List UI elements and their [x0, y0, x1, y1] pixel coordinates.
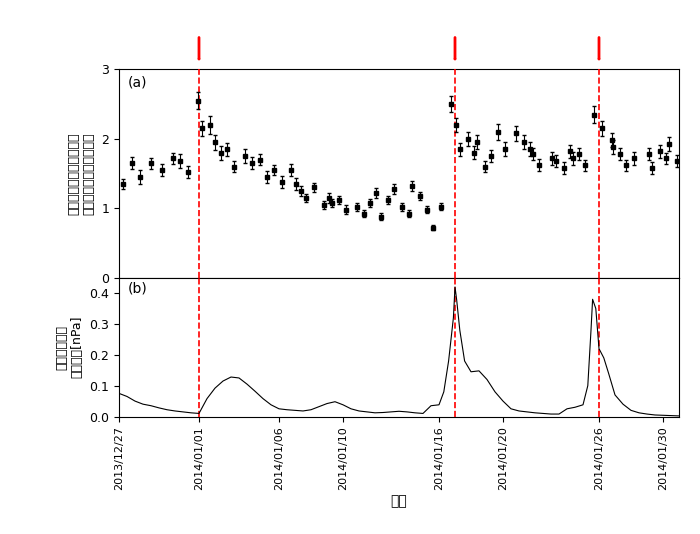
Y-axis label: 太陽風の強さ
（動圧）[nPa]: 太陽風の強さ （動圧）[nPa]	[56, 316, 84, 379]
Text: (a): (a)	[127, 76, 147, 90]
Y-axis label: イオプラズマトーラスの
朝夕非対称性（夕／朝）: イオプラズマトーラスの 朝夕非対称性（夕／朝）	[68, 132, 96, 215]
X-axis label: 日付: 日付	[391, 494, 407, 508]
Text: (b): (b)	[127, 282, 147, 296]
